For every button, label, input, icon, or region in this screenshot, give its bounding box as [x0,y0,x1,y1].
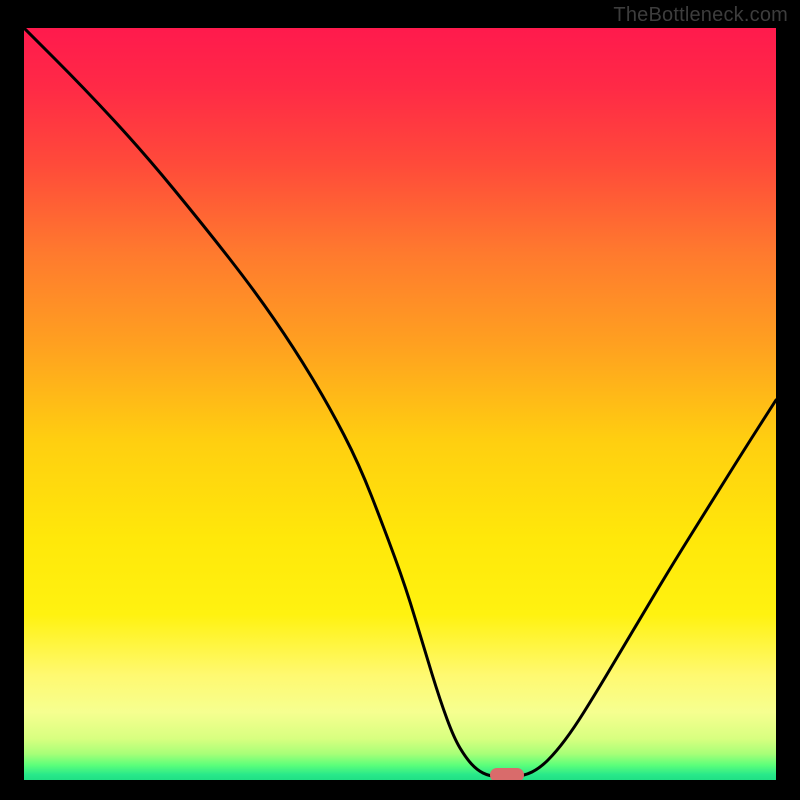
chart-canvas: TheBottleneck.com [0,0,800,800]
optimal-marker [490,768,524,780]
bottleneck-curve [24,28,776,780]
plot-area [24,28,776,780]
watermark-text: TheBottleneck.com [613,4,788,27]
